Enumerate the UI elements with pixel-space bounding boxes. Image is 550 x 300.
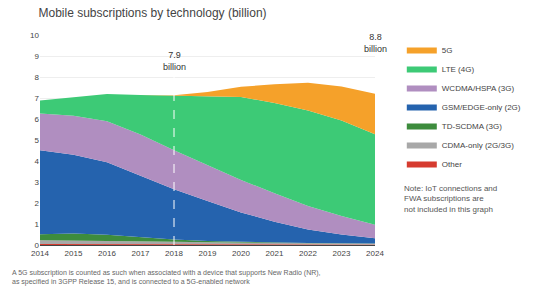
svg-text:2022: 2022 — [299, 249, 317, 258]
svg-text:6: 6 — [35, 115, 40, 124]
svg-text:WCDMA/HSPA (3G): WCDMA/HSPA (3G) — [442, 84, 515, 93]
svg-text:0: 0 — [35, 241, 40, 250]
svg-text:2020: 2020 — [232, 249, 250, 258]
svg-text:5G: 5G — [442, 46, 453, 55]
svg-text:3: 3 — [35, 178, 40, 187]
svg-text:2021: 2021 — [266, 249, 284, 258]
svg-text:2023: 2023 — [333, 249, 351, 258]
svg-text:A 5G subscription is counted a: A 5G subscription is counted as such whe… — [12, 269, 321, 286]
svg-text:8.8billion: 8.8billion — [364, 32, 387, 54]
svg-text:Note: IoT connections andFWA s: Note: IoT connections andFWA subscriptio… — [404, 184, 497, 214]
svg-text:8: 8 — [35, 73, 40, 82]
svg-text:2016: 2016 — [98, 249, 116, 258]
svg-text:10: 10 — [30, 31, 39, 40]
svg-text:Mobile subscriptions by techno: Mobile subscriptions by technology (bill… — [39, 6, 267, 20]
svg-text:2018: 2018 — [165, 249, 183, 258]
svg-text:GSM/EDGE-only (2G): GSM/EDGE-only (2G) — [442, 103, 521, 112]
svg-text:2: 2 — [35, 199, 40, 208]
svg-text:4: 4 — [35, 157, 40, 166]
svg-text:2015: 2015 — [65, 249, 83, 258]
svg-text:2017: 2017 — [132, 249, 150, 258]
svg-text:CDMA-only (2G/3G): CDMA-only (2G/3G) — [442, 141, 514, 150]
svg-text:5: 5 — [35, 136, 40, 145]
svg-text:1: 1 — [35, 220, 40, 229]
svg-text:Other: Other — [442, 160, 462, 169]
svg-text:7.9billion: 7.9billion — [163, 50, 186, 72]
svg-text:7: 7 — [35, 94, 40, 103]
svg-text:9: 9 — [35, 52, 40, 61]
svg-text:2024: 2024 — [366, 249, 384, 258]
svg-text:2014: 2014 — [31, 249, 49, 258]
svg-text:TD-SCDMA (3G): TD-SCDMA (3G) — [442, 122, 502, 131]
svg-text:2019: 2019 — [199, 249, 217, 258]
svg-text:LTE (4G): LTE (4G) — [442, 65, 475, 74]
